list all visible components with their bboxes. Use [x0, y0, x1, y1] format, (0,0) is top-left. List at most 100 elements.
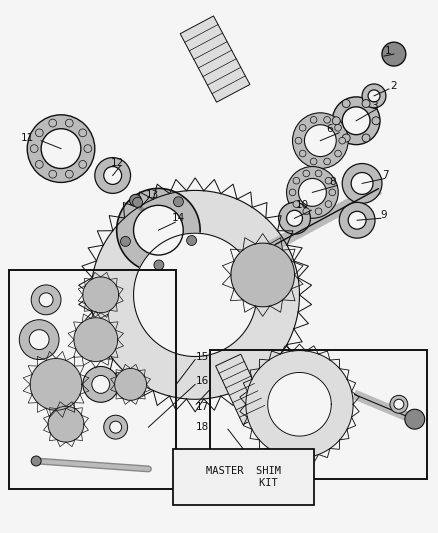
Circle shape [304, 125, 336, 157]
Circle shape [314, 208, 321, 215]
Circle shape [367, 90, 379, 102]
Text: 8: 8 [328, 177, 335, 188]
Circle shape [133, 205, 183, 255]
Circle shape [35, 129, 43, 137]
Circle shape [332, 117, 339, 125]
Text: 11: 11 [21, 133, 35, 143]
Circle shape [49, 170, 57, 178]
Circle shape [342, 107, 369, 135]
Circle shape [334, 150, 341, 157]
Circle shape [361, 84, 385, 108]
Circle shape [361, 100, 369, 108]
Circle shape [292, 201, 299, 207]
Text: 10: 10 [295, 200, 308, 211]
Text: 3: 3 [370, 101, 377, 111]
Circle shape [323, 117, 330, 123]
Circle shape [27, 115, 95, 182]
Polygon shape [114, 368, 146, 400]
Circle shape [39, 293, 53, 307]
Circle shape [302, 170, 309, 177]
Circle shape [332, 97, 379, 144]
Text: 15: 15 [196, 352, 209, 361]
Circle shape [393, 399, 403, 409]
Circle shape [338, 138, 345, 144]
Circle shape [314, 170, 321, 177]
Polygon shape [83, 277, 118, 313]
Circle shape [19, 320, 59, 360]
Circle shape [129, 195, 141, 206]
Circle shape [120, 237, 130, 246]
Circle shape [92, 375, 110, 393]
Circle shape [371, 117, 379, 125]
Circle shape [347, 211, 365, 229]
Circle shape [310, 158, 316, 165]
Polygon shape [133, 233, 256, 357]
Text: 13: 13 [145, 190, 159, 200]
Circle shape [95, 158, 130, 193]
Bar [9, 270, 176, 489]
Circle shape [325, 177, 331, 184]
Circle shape [103, 166, 121, 184]
Circle shape [31, 456, 41, 466]
Circle shape [342, 134, 350, 142]
Circle shape [310, 117, 316, 123]
Circle shape [103, 415, 127, 439]
Circle shape [361, 134, 369, 142]
Circle shape [286, 211, 302, 226]
Polygon shape [245, 351, 352, 458]
Text: 2: 2 [389, 81, 396, 91]
Circle shape [35, 160, 43, 168]
Bar [209, 350, 426, 479]
Circle shape [334, 124, 341, 131]
Circle shape [342, 164, 381, 203]
Circle shape [79, 129, 86, 137]
Circle shape [389, 395, 407, 413]
Circle shape [339, 203, 374, 238]
Circle shape [404, 409, 424, 429]
Text: 1: 1 [384, 46, 391, 56]
Circle shape [186, 236, 196, 246]
Circle shape [342, 100, 350, 108]
Circle shape [302, 208, 309, 215]
Text: 9: 9 [379, 210, 386, 220]
Text: 14: 14 [172, 213, 185, 223]
Circle shape [286, 166, 337, 218]
Circle shape [292, 113, 347, 168]
Circle shape [29, 330, 49, 350]
Circle shape [41, 129, 81, 168]
Circle shape [299, 150, 305, 157]
Circle shape [299, 124, 305, 131]
Circle shape [278, 203, 310, 234]
Circle shape [31, 285, 61, 315]
Text: 6: 6 [325, 124, 332, 134]
Circle shape [154, 260, 163, 270]
Polygon shape [74, 318, 117, 361]
Circle shape [292, 177, 299, 184]
Circle shape [30, 145, 38, 152]
Circle shape [381, 42, 405, 66]
Polygon shape [215, 354, 268, 425]
Text: 12: 12 [110, 158, 124, 167]
Circle shape [117, 188, 200, 272]
Circle shape [298, 179, 325, 206]
Circle shape [84, 145, 92, 152]
Circle shape [65, 170, 73, 178]
Circle shape [323, 158, 330, 165]
Polygon shape [230, 243, 294, 307]
Circle shape [132, 197, 142, 207]
Polygon shape [91, 190, 299, 399]
Text: 17: 17 [196, 402, 209, 412]
Circle shape [173, 197, 183, 207]
Polygon shape [48, 406, 84, 442]
Text: 18: 18 [196, 422, 209, 432]
FancyBboxPatch shape [173, 449, 314, 505]
Text: 7: 7 [381, 171, 388, 181]
Circle shape [328, 189, 335, 196]
Circle shape [83, 367, 118, 402]
Circle shape [110, 421, 121, 433]
Text: 16: 16 [196, 376, 209, 386]
Circle shape [289, 189, 295, 196]
Circle shape [325, 201, 331, 207]
Polygon shape [267, 373, 331, 436]
Circle shape [294, 138, 301, 144]
